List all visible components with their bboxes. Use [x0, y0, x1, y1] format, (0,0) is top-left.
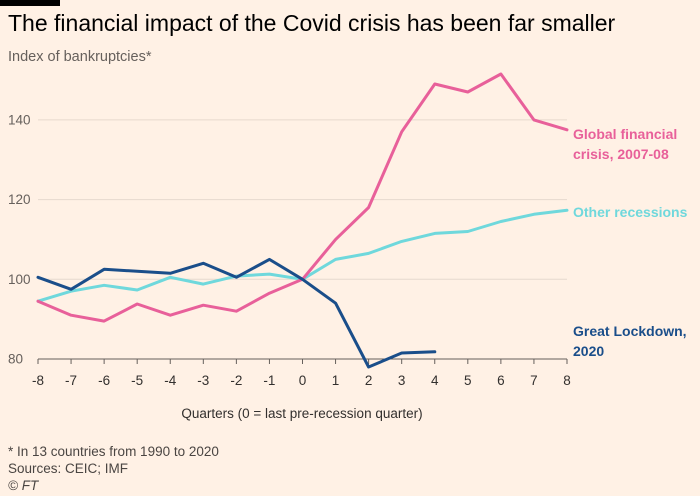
series-label: crisis, 2007-08 [573, 146, 669, 162]
y-tick-label: 140 [8, 112, 31, 127]
x-tick-label: 7 [530, 373, 538, 388]
series-line-1 [36, 208, 569, 303]
series-label: 2020 [573, 343, 604, 359]
x-tick-label: 5 [464, 373, 472, 388]
x-tick-label: -7 [65, 373, 77, 388]
x-tick-label: 4 [431, 373, 439, 388]
x-tick-label: 1 [332, 373, 340, 388]
x-tick-label: -2 [230, 373, 242, 388]
series-label: Other recessions [573, 204, 688, 220]
series-label: Global financial [573, 126, 677, 142]
x-tick-label: -4 [164, 373, 176, 388]
x-tick-label: 3 [398, 373, 406, 388]
y-tick-label: 120 [8, 192, 31, 207]
series-line-2 [36, 257, 437, 369]
series-label: Great Lockdown, [573, 323, 687, 339]
x-tick-label: -8 [32, 373, 44, 388]
series-lines [36, 72, 569, 369]
brand-bar [0, 0, 60, 6]
y-axis-tick-labels: 80 100 120 140 [8, 112, 31, 366]
chart-subtitle: Index of bankruptcies* [8, 49, 152, 65]
source-note: Sources: CEIC; IMF [8, 461, 129, 476]
x-tick-label: -5 [131, 373, 143, 388]
x-tick-label: -3 [197, 373, 209, 388]
ft-brand: © FT [8, 478, 39, 493]
x-tick-label: 2 [365, 373, 373, 388]
x-tick-label: 8 [563, 373, 571, 388]
line-chart: 80 100 120 140 -8 -7 -6 -5 -4 -3 -2 -1 0 1 2 3 4 5 6 7 8 Gl… [8, 72, 688, 421]
chart-title: The financial impact of the Covid crisis… [8, 10, 616, 36]
x-tick-label: -6 [98, 373, 110, 388]
x-tick-label: -1 [263, 373, 275, 388]
x-tick-label: 0 [299, 373, 307, 388]
x-axis-label: Quarters (0 = last pre-recession quarter… [181, 406, 422, 421]
footnote: * In 13 countries from 1990 to 2020 [8, 444, 219, 459]
y-tick-label: 80 [8, 352, 23, 367]
x-axis-tick-labels: -8 -7 -6 -5 -4 -3 -2 -1 0 1 2 3 4 5 6 7 8 [32, 359, 571, 388]
gridlines [38, 119, 567, 360]
series-line-0 [36, 72, 569, 323]
series-labels: Global financial crisis, 2007-08 Other rec… [573, 126, 688, 359]
y-tick-label: 100 [8, 272, 31, 287]
x-tick-label: 6 [497, 373, 505, 388]
